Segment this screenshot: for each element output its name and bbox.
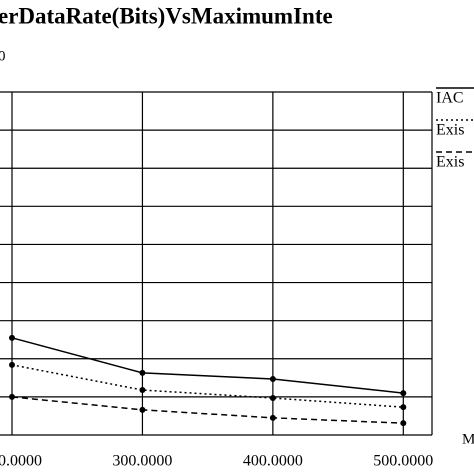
series-line bbox=[11, 396, 404, 424]
data-point bbox=[9, 361, 15, 368]
data-point bbox=[139, 406, 146, 413]
x-axis-label: M bbox=[462, 431, 474, 447]
data-point bbox=[9, 393, 15, 400]
data-point bbox=[400, 390, 407, 397]
legend-label: Exis bbox=[436, 154, 464, 171]
y-axis-label: 0 bbox=[0, 48, 6, 64]
data-point bbox=[139, 369, 146, 376]
data-point bbox=[269, 375, 276, 382]
data-point bbox=[269, 395, 276, 402]
x-tick-label: 200.0000 bbox=[0, 453, 42, 470]
data-point bbox=[139, 387, 146, 394]
legend-label: Exis bbox=[436, 122, 464, 139]
series-line bbox=[11, 337, 404, 394]
data-point bbox=[400, 420, 407, 427]
data-point bbox=[269, 414, 276, 421]
series-line bbox=[11, 364, 404, 408]
data-point bbox=[400, 404, 407, 411]
legend-label: IAC bbox=[436, 90, 464, 107]
x-tick-label: 400.0000 bbox=[243, 453, 303, 470]
chart-title: erDataRate(Bits)VsMaximumInte bbox=[0, 3, 333, 28]
x-tick-label: 300.0000 bbox=[112, 453, 172, 470]
x-tick-label: 500.0000 bbox=[373, 453, 433, 470]
data-point bbox=[9, 334, 15, 341]
